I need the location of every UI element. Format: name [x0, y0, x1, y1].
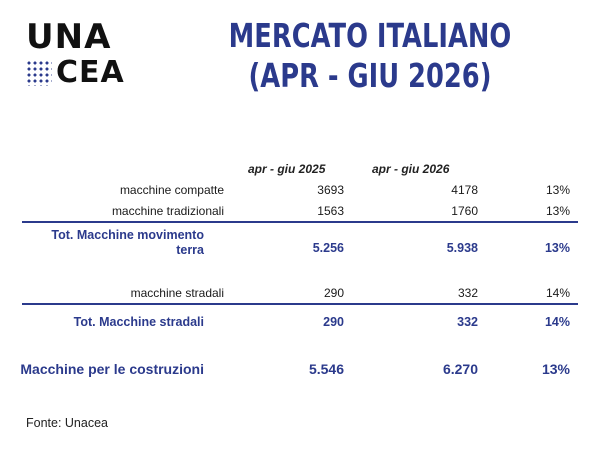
row-label: macchine compatte: [119, 183, 224, 197]
row-value-2025: 290: [323, 315, 344, 329]
row-value-2026: 4178: [451, 183, 478, 197]
row-value-2025: 290: [323, 286, 344, 300]
row-value-2026: 332: [457, 286, 478, 300]
row-percent: 14%: [544, 315, 570, 329]
divider: [22, 221, 578, 223]
table-row-costruzioni: Macchine per le costruzioni 5.546 6.270 …: [20, 361, 578, 381]
logo-text-top: UNA: [26, 17, 112, 57]
table-row-tot-stradali: Tot. Macchine stradali 290 332 14%: [22, 315, 578, 335]
row-value-2025: 5.256: [312, 241, 344, 255]
row-value-2026: 5.938: [446, 241, 478, 255]
logo-dots-icon: [26, 60, 52, 86]
logo-text-bottom: CEA: [56, 55, 125, 90]
row-percent: 13%: [545, 183, 570, 197]
row-value-2026: 1760: [451, 204, 478, 218]
row-label: Macchine per le costruzioni: [20, 361, 204, 377]
table-row-tradizionali: macchine tradizionali 1563 1760 13%: [22, 204, 578, 224]
table-row-tot-movimento-terra: Tot. Macchine movimento terra 5.256 5.93…: [22, 228, 578, 264]
row-percent: 14%: [545, 286, 570, 300]
row-value-2025: 3693: [317, 183, 344, 197]
column-header-2026: apr - giu 2026: [372, 162, 450, 176]
row-percent: 13%: [544, 241, 570, 255]
page-title-line1: MERCATO ITALIANO: [228, 16, 512, 55]
table-row-stradali: macchine stradali 290 332 14%: [22, 286, 578, 306]
row-value-2025: 5.546: [308, 361, 344, 377]
row-percent: 13%: [541, 361, 570, 377]
unacea-logo: UNA CEA: [26, 20, 144, 92]
row-label-line2: terra: [176, 243, 204, 257]
row-value-2026: 6.270: [442, 361, 478, 377]
row-label: Tot. Macchine stradali: [73, 315, 204, 329]
table-row-compatte: macchine compatte 3693 4178 13%: [22, 183, 578, 203]
row-label: macchine stradali: [130, 286, 224, 300]
row-percent: 13%: [545, 204, 570, 218]
column-header-2025: apr - giu 2025: [248, 162, 326, 176]
page-title-line2: (APR - GIU 2026): [248, 56, 492, 95]
row-label: Tot. Macchine movimento terra: [4, 228, 204, 258]
row-value-2025: 1563: [317, 204, 344, 218]
row-value-2026: 332: [457, 315, 478, 329]
source-note: Fonte: Unacea: [26, 416, 108, 430]
row-label-line1: Tot. Macchine movimento: [51, 228, 204, 242]
row-label: macchine tradizionali: [111, 204, 224, 218]
divider: [22, 303, 578, 305]
